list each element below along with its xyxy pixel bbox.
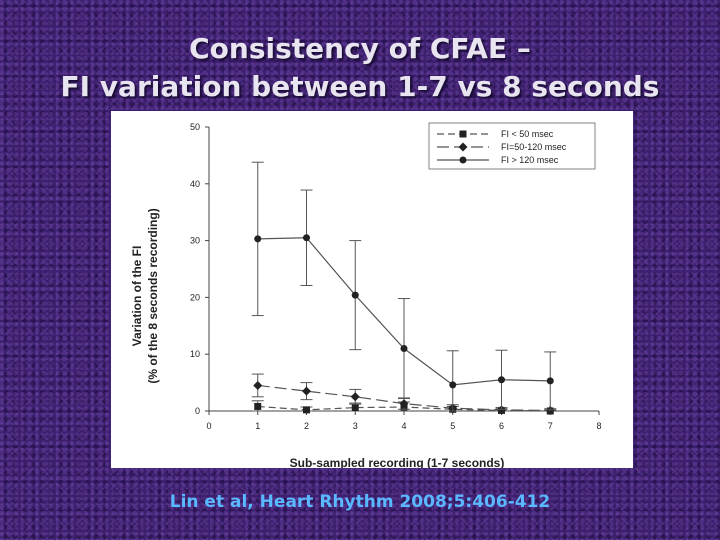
diamond-series-point bbox=[545, 405, 555, 415]
x-tick-label: 3 bbox=[353, 421, 358, 431]
x-tick-label: 8 bbox=[596, 421, 601, 431]
x-tick-label: 5 bbox=[450, 421, 455, 431]
y-tick-label: 30 bbox=[190, 236, 200, 246]
chart-plot-area bbox=[251, 161, 557, 415]
circle-series-point bbox=[254, 235, 262, 243]
circle-series-point bbox=[546, 377, 554, 385]
y-axis-label-line-2: (% of the 8 seconds recording) bbox=[146, 208, 160, 383]
legend-box bbox=[428, 122, 596, 170]
circle-series-point bbox=[449, 381, 457, 389]
x-tick-label: 0 bbox=[206, 421, 211, 431]
y-tick-label: 40 bbox=[190, 179, 200, 189]
y-tick-label: 10 bbox=[190, 349, 200, 359]
square-series-point bbox=[303, 406, 310, 414]
chart-legend: FI < 50 msec FI=50-120 msec FI > 120 msec bbox=[428, 122, 596, 170]
square-series-point bbox=[254, 402, 262, 410]
circle-series-point bbox=[498, 376, 505, 384]
diamond-series-point bbox=[399, 399, 409, 409]
x-tick-label: 4 bbox=[401, 421, 406, 431]
circle-series-point bbox=[351, 291, 359, 299]
legend-swatch-marker bbox=[458, 142, 468, 152]
legend-swatch-marker bbox=[459, 130, 467, 138]
y-tick-label: 0 bbox=[195, 406, 200, 416]
title-line-2: FI variation between 1-7 vs 8 seconds bbox=[60, 70, 660, 103]
x-tick-label: 7 bbox=[548, 421, 553, 431]
y-tick-label: 50 bbox=[190, 122, 200, 132]
diamond-series-point bbox=[497, 405, 506, 415]
y-tick-label: 20 bbox=[190, 292, 200, 302]
chart-panel: 0 10 20 30 40 50 0 1 2 3 4 5 6 7 8 FI < 50 msec FI=50-1… bbox=[111, 111, 633, 470]
x-tick-label: 1 bbox=[255, 421, 260, 431]
diamond-series-point bbox=[253, 380, 263, 390]
diamond-series-point bbox=[350, 392, 360, 402]
circle-series-point bbox=[400, 345, 408, 353]
diamond-series-point bbox=[302, 386, 311, 396]
title-line-1: Consistency of CFAE – bbox=[189, 32, 531, 65]
citation: Lin et al, Heart Rhythm 2008;5:406-412 bbox=[169, 492, 551, 512]
legend-label: FI=50-120 msec bbox=[501, 142, 567, 152]
legend-swatch-marker bbox=[459, 156, 467, 164]
fi-variation-chart: 0 10 20 30 40 50 0 1 2 3 4 5 6 7 8 FI < 50 msec FI=50-1… bbox=[130, 122, 602, 470]
square-series-point bbox=[351, 404, 359, 412]
x-tick-label: 2 bbox=[304, 421, 309, 431]
circle-series-point bbox=[303, 234, 310, 242]
legend-label: FI > 120 msec bbox=[501, 155, 559, 165]
y-axis-label-line-1: Variation of the FI bbox=[130, 246, 144, 347]
chart-ticks: 0 10 20 30 40 50 0 1 2 3 4 5 6 7 8 bbox=[190, 122, 602, 431]
x-tick-label: 6 bbox=[499, 421, 504, 431]
x-axis-label: Sub-sampled recording (1-7 seconds) bbox=[290, 456, 505, 468]
slide-title: Consistency of CFAE – FI variation betwe… bbox=[0, 30, 720, 106]
legend-label: FI < 50 msec bbox=[501, 129, 554, 139]
